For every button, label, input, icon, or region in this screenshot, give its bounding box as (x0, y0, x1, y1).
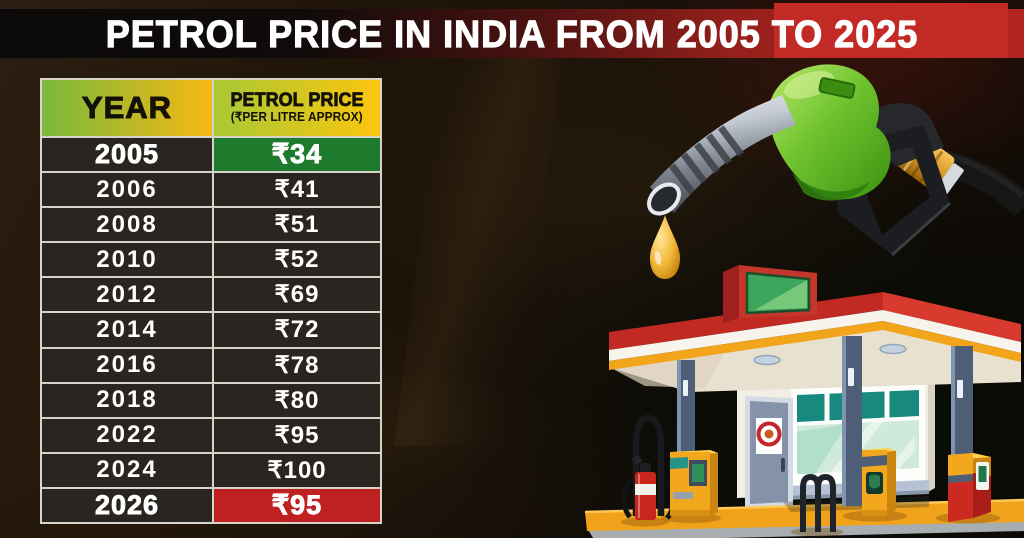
price-cell: ₹69 (214, 278, 380, 312)
petrol-price-table: YEAR PETROL PRICE (₹PER LITRE APPROX) 20… (40, 78, 382, 524)
year-cell: 2026 (42, 488, 212, 522)
nozzle-green-body (768, 64, 891, 201)
station-door (745, 396, 793, 508)
year-cell: 2006 (42, 173, 212, 207)
year-cell: 2010 (42, 243, 212, 277)
year-cell: 2012 (42, 278, 212, 312)
price-cell-green: ₹34 (214, 138, 380, 172)
petrol-nozzle-illustration (647, 64, 1024, 279)
page-title: PETROL PRICE IN INDIA FROM 2005 TO 2025 (105, 11, 919, 56)
title-banner-accent (774, 3, 1008, 58)
fuel-drop (650, 215, 680, 279)
year-column-header: YEAR (42, 80, 212, 136)
price-cell-red: ₹95 (214, 488, 380, 522)
price-cell: ₹72 (214, 313, 380, 347)
title-banner: PETROL PRICE IN INDIA FROM 2005 TO 2025 (0, 3, 1024, 58)
year-cell: 2014 (42, 313, 212, 347)
price-header-label: PETROL PRICE (230, 90, 364, 112)
price-cell: ₹80 (214, 383, 380, 417)
nozzle-spout (647, 95, 796, 216)
price-cell: ₹78 (214, 348, 380, 382)
year-cell: 2016 (42, 348, 212, 382)
price-cell: ₹52 (214, 243, 380, 277)
fuel-dispenser-center (862, 448, 896, 516)
year-cell: 2024 (42, 453, 212, 487)
price-cell: ₹41 (214, 173, 380, 207)
price-column-header: PETROL PRICE (₹PER LITRE APPROX) (214, 80, 380, 136)
year-cell: 2008 (42, 208, 212, 242)
price-header-sublabel: (₹PER LITRE APPROX) (231, 110, 363, 125)
hose-rack (800, 473, 836, 532)
air-pump-extinguisher (621, 414, 676, 520)
price-cell: ₹95 (214, 418, 380, 452)
year-cell: 2005 (42, 138, 212, 172)
station-canopy (609, 265, 1021, 392)
station-sign (723, 265, 817, 323)
year-cell: 2018 (42, 383, 212, 417)
price-cell: ₹100 (214, 453, 380, 487)
year-cell: 2022 (42, 418, 212, 452)
fuel-dispenser-right (948, 453, 991, 522)
petrol-station-illustration (585, 265, 1024, 538)
fuel-dispenser-left (670, 450, 718, 516)
price-cell: ₹51 (214, 208, 380, 242)
